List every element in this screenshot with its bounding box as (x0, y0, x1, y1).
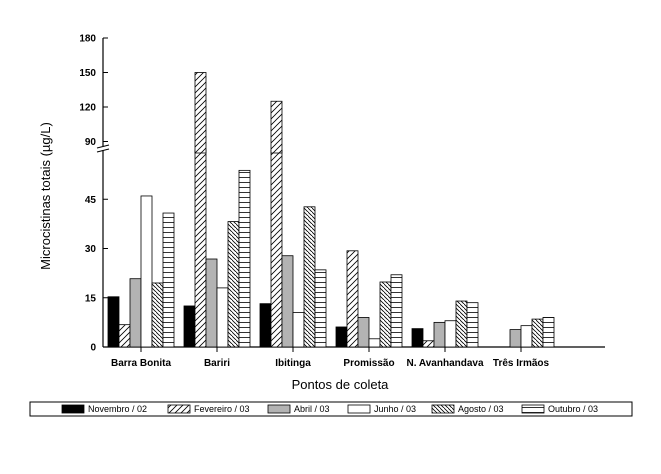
x-tick-label: N. Avanhandava (406, 358, 483, 369)
bar (357, 317, 370, 348)
legend-label: Novembro / 02 (88, 404, 147, 414)
bar-segment-upper (270, 100, 283, 154)
legend-label: Outubro / 03 (548, 404, 598, 414)
bar (216, 287, 229, 348)
bar (292, 312, 305, 348)
bar (118, 324, 131, 348)
bar (346, 250, 359, 348)
bar (444, 320, 457, 348)
x-tick-label: Ibitinga (275, 358, 311, 369)
y-tick-label: 15 (85, 293, 97, 304)
y-tick-label: 120 (79, 103, 96, 114)
bar (466, 302, 479, 348)
bar (433, 321, 446, 348)
bar (422, 340, 435, 348)
bar (238, 169, 251, 348)
legend-swatch (167, 404, 191, 414)
x-axis-title: Pontos de coleta (292, 377, 390, 392)
bar-segment-lower (194, 149, 207, 348)
bar (379, 281, 392, 348)
bar (129, 278, 142, 348)
legend-swatch (347, 404, 371, 414)
legend-label: Abril / 03 (294, 404, 330, 414)
bar (303, 206, 316, 348)
x-tick-label: Bariri (204, 358, 230, 369)
x-tick-label: Promissão (343, 358, 394, 369)
x-tick-label: Três Irmãos (493, 358, 550, 369)
bar (259, 303, 272, 348)
legend-label: Fevereiro / 03 (194, 404, 250, 414)
legend-label: Junho / 03 (374, 404, 416, 414)
bar (227, 221, 240, 348)
bar (281, 255, 294, 348)
bar (542, 317, 555, 348)
bar (368, 338, 381, 348)
bar (520, 325, 533, 348)
bar (107, 296, 120, 348)
bar-segment-upper (194, 72, 207, 154)
y-tick-label: 30 (85, 244, 97, 255)
y-tick-label: 90 (85, 137, 97, 148)
legend-swatch (61, 404, 85, 414)
bar (455, 300, 468, 348)
bar (183, 305, 196, 348)
bar-segment-lower (270, 149, 283, 348)
bar (390, 274, 403, 348)
bar (335, 326, 348, 348)
legend: Novembro / 02 Fevereiro / 03 Abril / 03 Jun… (29, 401, 633, 417)
legend-label: Agosto / 03 (458, 404, 504, 414)
bar (411, 328, 424, 348)
bar (162, 212, 175, 348)
bar (151, 282, 164, 348)
y-tick-label: 150 (79, 68, 96, 79)
bar (314, 269, 327, 348)
legend-swatch (521, 404, 545, 414)
y-tick-label: 0 (90, 343, 96, 354)
y-tick-label: 180 (79, 34, 96, 45)
legend-swatch (267, 404, 291, 414)
legend-swatch (431, 404, 455, 414)
bar (140, 195, 153, 348)
bar (531, 318, 544, 348)
x-tick-label: Barra Bonita (111, 358, 171, 369)
y-tick-label: 45 (85, 195, 97, 206)
bar (205, 258, 218, 348)
axis-break-marker (96, 144, 110, 153)
y-axis-title: Microcistinas totais (µg/L) (38, 122, 53, 270)
bar (509, 329, 522, 348)
